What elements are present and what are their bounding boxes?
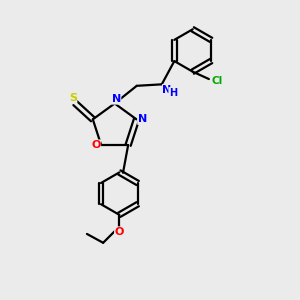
Text: O: O xyxy=(91,140,101,150)
Text: N: N xyxy=(163,85,172,94)
Text: H: H xyxy=(169,88,177,98)
Text: S: S xyxy=(69,93,77,103)
Text: N: N xyxy=(138,114,147,124)
Text: Cl: Cl xyxy=(212,76,223,85)
Text: N: N xyxy=(112,94,121,104)
Text: O: O xyxy=(115,227,124,237)
